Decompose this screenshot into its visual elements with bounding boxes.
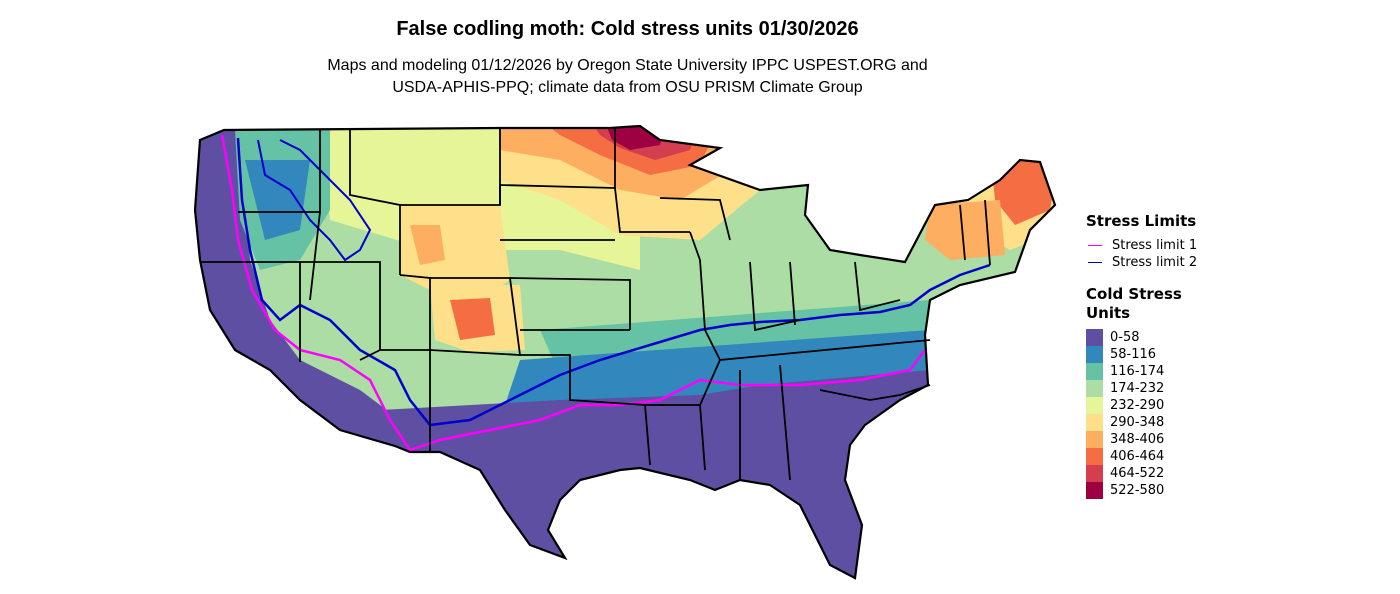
legend-bin-label: 232-290 <box>1110 398 1165 413</box>
legend-bin-label: 348-406 <box>1110 432 1165 447</box>
stress-limit-1-label: Stress limit 1 <box>1112 238 1198 253</box>
legend-bin: 0-58 <box>1086 329 1197 346</box>
legend-bin: 522-580 <box>1086 482 1197 499</box>
legend-bin: 174-232 <box>1086 380 1197 397</box>
subtitle-line-1: Maps and modeling 01/12/2026 by Oregon S… <box>327 57 928 74</box>
legend-bin-label: 58-116 <box>1110 347 1157 362</box>
legend-bin: 464-522 <box>1086 465 1197 482</box>
legend-bin-swatch <box>1086 465 1103 482</box>
legend-bin-label: 290-348 <box>1110 415 1165 430</box>
legend-bin: 348-406 <box>1086 431 1197 448</box>
stress-limit-2-contour-west <box>257 139 372 262</box>
legend-stress-limit-2: Stress limit 2 <box>1086 254 1197 271</box>
legend-bin-label: 464-522 <box>1110 466 1165 481</box>
cold-stress-units-legend-title: Cold Stress Units <box>1086 285 1197 323</box>
legend-bin-label: 406-464 <box>1110 449 1165 464</box>
map-subtitle: Maps and modeling 01/12/2026 by Oregon S… <box>0 55 1255 99</box>
legend-bin-swatch <box>1086 482 1103 499</box>
legend-bin-label: 522-580 <box>1110 483 1165 498</box>
legend-bin-swatch <box>1086 397 1103 414</box>
legend-bin-swatch <box>1086 431 1103 448</box>
csu-title-line-2: Units <box>1086 304 1131 322</box>
stress-limit-contours <box>220 134 991 452</box>
legend-stress-limit-1: Stress limit 1 <box>1086 237 1197 254</box>
state-boundaries <box>200 128 991 481</box>
legend-bin-label: 174-232 <box>1110 381 1165 396</box>
legend-bin-swatch <box>1086 329 1103 346</box>
stress-limit-2-key <box>1088 261 1102 264</box>
legend-bin: 116-174 <box>1086 363 1197 380</box>
legend-bin-swatch <box>1086 363 1103 380</box>
csu-title-line-1: Cold Stress <box>1086 285 1182 303</box>
stress-limit-2-contour <box>236 137 991 427</box>
legend-bin: 290-348 <box>1086 414 1197 431</box>
legend-bin-label: 0-58 <box>1110 330 1140 345</box>
cold-stress-map <box>193 124 1057 580</box>
stress-limit-2-label: Stress limit 2 <box>1112 255 1198 270</box>
map-legend: Stress Limits Stress limit 1 Stress limi… <box>1086 212 1197 499</box>
legend-bin-swatch <box>1086 380 1103 397</box>
legend-bin: 232-290 <box>1086 397 1197 414</box>
subtitle-line-2: USDA-APHIS-PPQ; climate data from OSU PR… <box>392 79 863 96</box>
legend-bin-swatch <box>1086 448 1103 465</box>
stress-limit-1-key <box>1088 244 1102 247</box>
legend-bin: 58-116 <box>1086 346 1197 363</box>
stress-limit-1-contour <box>220 134 926 452</box>
legend-bin-swatch <box>1086 414 1103 431</box>
legend-bin-swatch <box>1086 346 1103 363</box>
map-title: False codling moth: Cold stress units 01… <box>396 18 859 40</box>
legend-bin: 406-464 <box>1086 448 1197 465</box>
stress-limits-legend-title: Stress Limits <box>1086 212 1197 230</box>
cold-stress-unit-bins: 0-58 58-116 116-174 174-232 232-290 290-348 34… <box>1086 329 1197 499</box>
legend-bin-label: 116-174 <box>1110 364 1165 379</box>
